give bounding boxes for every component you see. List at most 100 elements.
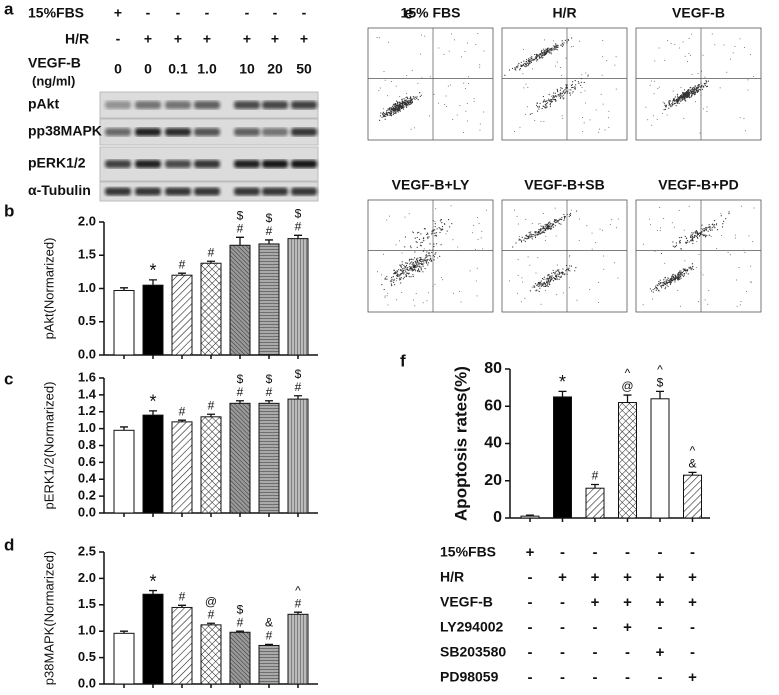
blot-band [291,160,317,168]
dot-cloud [376,33,485,133]
dot [666,114,668,116]
dot [691,88,693,90]
dot [543,228,545,230]
dot [687,96,689,98]
dot [413,127,415,129]
dot [405,106,408,108]
dot [433,259,435,261]
dot [522,281,524,283]
dot [582,131,584,133]
dot [568,89,570,91]
dot [677,273,680,275]
dot [683,99,686,101]
dot [427,255,429,257]
dot [678,274,680,276]
dot [539,57,541,59]
dot [392,111,394,113]
dot [405,105,407,107]
dot [393,273,395,275]
dot [675,105,677,107]
significance-mark: $ [266,211,273,225]
dot [544,228,547,230]
dot [532,236,534,238]
dot [522,64,524,67]
dot [410,269,412,271]
dot [422,250,425,252]
dot [549,225,551,227]
dot [544,49,546,52]
dot [389,109,391,111]
dot [434,253,436,255]
dot [683,98,685,100]
dot [428,292,430,294]
dot [545,225,547,227]
dot [549,99,552,101]
bar [113,429,135,514]
blot-band [135,128,161,136]
dot [714,44,716,46]
dot [403,102,405,104]
dot [403,273,405,275]
dot [561,42,564,44]
bar [585,487,605,519]
dot [531,222,533,224]
dot [415,266,417,268]
dot [405,100,407,102]
dot [551,49,553,51]
dot [420,266,422,268]
dot [389,113,392,115]
dot [534,53,536,56]
dot [548,51,550,53]
dot [611,219,613,221]
dot [686,241,688,243]
dot [434,220,436,222]
dot [569,265,571,267]
dot [405,275,407,277]
dot [686,239,689,242]
dot [431,233,433,235]
dot [700,272,702,274]
dot [407,97,409,100]
cell: - [205,5,210,21]
dot [584,90,586,92]
dot [575,84,577,86]
dot [482,248,484,250]
dot [540,53,542,56]
dot [688,93,691,96]
dot [650,290,653,292]
dot [438,47,440,49]
dot [697,87,699,89]
dot [544,283,547,285]
dot [423,262,425,264]
dot [750,265,752,267]
dot [522,63,524,65]
dot [522,73,524,75]
dot [409,100,411,102]
dot [472,232,474,234]
dot [674,100,676,102]
dot [549,103,551,106]
y-tick-label: 0.2 [78,488,96,503]
dot [406,268,409,270]
dot [393,281,395,283]
error-bar [558,390,567,397]
dot [531,238,533,240]
dot [738,267,740,269]
dot [550,275,552,277]
dot [539,287,541,289]
dot [565,85,568,87]
dot [463,82,465,84]
dot [521,65,523,67]
dot [572,92,574,94]
dot [418,259,421,262]
dot [690,90,692,92]
dot [538,53,540,56]
dot [521,240,523,242]
dot [699,132,701,134]
dot [390,280,393,282]
dot [476,295,478,297]
dot [439,220,442,222]
dot [747,89,749,91]
condition-mark: - [658,619,663,636]
dot [396,274,398,276]
